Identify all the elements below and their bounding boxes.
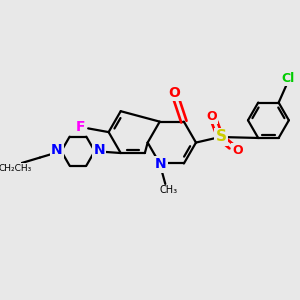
Text: O: O xyxy=(232,143,243,157)
Text: F: F xyxy=(76,119,86,134)
Text: CH₃: CH₃ xyxy=(160,185,178,195)
Text: N: N xyxy=(155,158,167,171)
Text: O: O xyxy=(206,110,217,123)
Text: N: N xyxy=(94,143,105,157)
Text: CH₂CH₃: CH₂CH₃ xyxy=(0,164,32,172)
Text: O: O xyxy=(169,86,181,100)
Text: N: N xyxy=(51,143,62,157)
Text: Cl: Cl xyxy=(281,72,295,85)
Text: S: S xyxy=(215,130,226,145)
